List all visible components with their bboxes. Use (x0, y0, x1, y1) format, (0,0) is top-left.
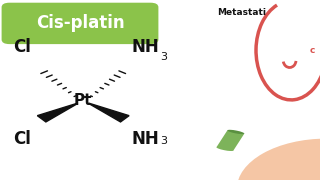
Text: NH: NH (131, 130, 159, 148)
Text: NH: NH (131, 38, 159, 56)
Text: c: c (309, 46, 315, 55)
Text: Cl: Cl (13, 130, 31, 148)
Text: Cl: Cl (13, 38, 31, 56)
Polygon shape (37, 103, 78, 122)
Text: Metastati: Metastati (218, 8, 267, 17)
Text: 3: 3 (161, 136, 168, 146)
Polygon shape (217, 130, 244, 151)
Ellipse shape (216, 147, 233, 151)
Ellipse shape (228, 130, 244, 134)
FancyBboxPatch shape (2, 3, 158, 44)
Text: Cis-platin: Cis-platin (36, 14, 124, 32)
Text: 3: 3 (161, 52, 168, 62)
Text: Pt: Pt (74, 93, 92, 108)
Polygon shape (89, 103, 129, 122)
Circle shape (237, 139, 320, 180)
